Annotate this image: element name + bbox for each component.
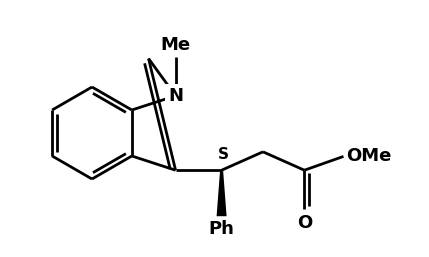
Text: OMe: OMe <box>347 148 392 166</box>
Text: Ph: Ph <box>208 220 235 238</box>
Text: S: S <box>218 147 229 162</box>
Text: O: O <box>297 214 312 232</box>
Text: N: N <box>168 87 183 105</box>
Polygon shape <box>217 170 227 216</box>
Text: Me: Me <box>160 36 190 54</box>
